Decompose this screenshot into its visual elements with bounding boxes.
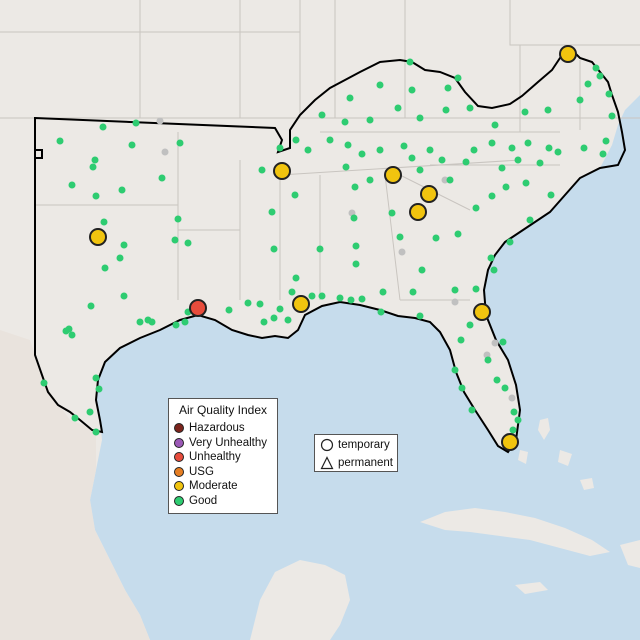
legend-item-very-unhealthy: Very Unhealthy: [169, 436, 277, 451]
legend-label: Hazardous: [189, 422, 245, 435]
shape-legend-permanent: permanent: [315, 455, 397, 471]
unhealthy-monitors: [189, 299, 207, 317]
legend-label: Very Unhealthy: [189, 436, 267, 449]
legend-swatch: [174, 452, 184, 463]
inactive-monitors: [156, 117, 516, 402]
legend-title: Air Quality Index: [178, 403, 268, 417]
legend-item-usg: USG: [169, 465, 277, 480]
good-monitors: [40, 58, 616, 436]
circle-icon: [320, 438, 334, 452]
yucatan-land: [250, 560, 350, 640]
mexico-land: [0, 330, 150, 640]
region-outline: [34, 48, 627, 454]
legend-item-good: Good: [169, 494, 277, 509]
legend-item-unhealthy: Unhealthy: [169, 450, 277, 465]
legend-label: Good: [189, 494, 218, 507]
legend-item-hazardous: Hazardous: [169, 421, 277, 436]
legend-item-moderate: Moderate: [169, 479, 277, 494]
aqi-legend: Air Quality Index Hazardous Very Unhealth…: [168, 398, 278, 514]
legend-items: Hazardous Very Unhealthy Unhealthy USG Moder…: [169, 421, 277, 508]
hispaniola-land: [620, 540, 640, 568]
legend-swatch: [174, 495, 184, 506]
legend-label: USG: [189, 465, 214, 478]
cuba-land: [420, 508, 610, 556]
legend-swatch: [174, 466, 184, 477]
legend-swatch: [174, 423, 184, 434]
bahamas-islands: [518, 418, 594, 490]
state-borders: [0, 0, 640, 301]
legend-label: Moderate: [189, 480, 238, 493]
legend-swatch: [174, 481, 184, 492]
shape-legend: temporary permanent: [314, 434, 398, 472]
shape-legend-temporary: temporary: [315, 437, 397, 453]
shape-legend-label: permanent: [338, 457, 393, 469]
triangle-icon: [320, 456, 334, 470]
legend-label: Unhealthy: [189, 451, 241, 464]
legend-swatch: [174, 437, 184, 448]
moderate-monitors: [89, 45, 577, 451]
shape-legend-label: temporary: [338, 439, 390, 451]
jamaica-land: [515, 582, 548, 594]
